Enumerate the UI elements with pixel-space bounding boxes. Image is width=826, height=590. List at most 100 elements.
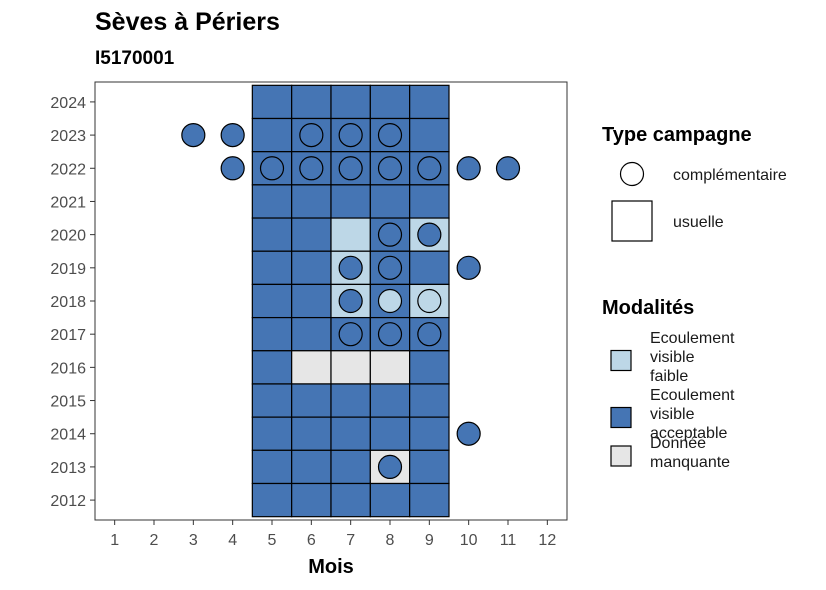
tile-2024-5 <box>251 84 293 120</box>
legend-label-faible-1: visible <box>650 349 695 366</box>
tile-2023-9 <box>409 117 450 153</box>
tile-2016-8 <box>369 350 411 385</box>
tile-2013-7 <box>330 449 371 485</box>
x-tick-label-6: 6 <box>307 532 316 549</box>
tile-2018-5 <box>251 283 293 319</box>
legend-circle-symbol <box>619 161 645 187</box>
point-2022-5 <box>259 156 285 181</box>
chart-title: Sèves à Périers <box>95 8 280 36</box>
point-2022-10 <box>456 156 481 181</box>
tile-2019-6 <box>291 250 332 286</box>
tile-2016-5 <box>251 350 293 385</box>
legend-label-manquante-0: Donnée <box>650 435 706 452</box>
y-tick-label-2020: 2020 <box>50 228 86 245</box>
tile-2012-9 <box>409 482 450 518</box>
x-tick-label-2: 2 <box>150 532 159 549</box>
legend-modality-title: Modalités <box>602 297 694 319</box>
legend-campaign-entry-complementaire: complémentaire <box>673 167 787 184</box>
tile-2013-6 <box>291 449 332 485</box>
tile-2015-9 <box>409 383 450 418</box>
point-2019-7 <box>338 255 363 280</box>
point-2019-8 <box>377 255 403 280</box>
legend-label-acceptable-0: Ecoulement <box>650 387 735 404</box>
tile-2016-6 <box>291 350 332 385</box>
tile-2015-6 <box>291 383 332 418</box>
point-2022-11 <box>495 156 521 181</box>
y-axis: 2012 2013 2014 2015 2016 2017 2018 2019 2020 2021… <box>50 95 95 510</box>
legend-label-faible-0: Ecoulement <box>650 330 735 347</box>
tile-2012-5 <box>251 482 293 518</box>
tile-2014-5 <box>251 416 293 451</box>
point-2022-7 <box>338 156 363 181</box>
point-2017-7 <box>338 322 363 347</box>
y-tick-label-2014: 2014 <box>50 427 86 444</box>
point-2020-9 <box>417 222 442 247</box>
tile-2014-8 <box>369 416 411 451</box>
legend-label-acceptable-2: acceptable <box>650 425 727 442</box>
point-2023-6 <box>299 122 324 148</box>
legend-key-manquante <box>610 445 632 467</box>
point-2014-10 <box>456 421 481 446</box>
tile-2018-6 <box>291 283 332 319</box>
y-tick-label-2016: 2016 <box>50 360 86 377</box>
tile-2014-6 <box>291 416 332 451</box>
x-tick-label-5: 5 <box>268 532 277 549</box>
point-2022-9 <box>417 156 442 181</box>
x-tick-label-11: 11 <box>500 532 517 549</box>
tiles-layer <box>251 84 450 518</box>
tile-2020-5 <box>251 217 293 252</box>
legend-label-faible-2: faible <box>650 368 688 385</box>
tile-2024-9 <box>409 84 450 120</box>
points-layer <box>181 122 521 480</box>
tile-2012-7 <box>330 482 371 518</box>
y-tick-label-2022: 2022 <box>50 161 86 178</box>
tile-2020-6 <box>291 217 332 252</box>
legend-key-faible <box>610 349 632 372</box>
tile-2021-7 <box>330 184 371 219</box>
tile-2012-8 <box>369 482 411 518</box>
y-tick-label-2018: 2018 <box>50 294 86 311</box>
tile-2021-5 <box>251 184 293 219</box>
point-2018-9 <box>417 288 442 314</box>
tile-2016-7 <box>330 350 371 385</box>
tile-2013-5 <box>251 449 293 485</box>
point-2023-8 <box>377 122 403 148</box>
tile-2019-5 <box>251 250 293 286</box>
x-tick-label-9: 9 <box>425 532 434 549</box>
point-2018-8 <box>377 288 403 314</box>
x-tick-label-12: 12 <box>538 532 556 549</box>
tile-2017-5 <box>251 316 293 352</box>
point-2017-8 <box>377 322 403 347</box>
point-2019-10 <box>456 255 481 280</box>
tile-2019-9 <box>409 250 450 286</box>
tile-2024-6 <box>291 84 332 120</box>
tile-2024-8 <box>369 84 411 120</box>
point-2022-8 <box>377 156 403 181</box>
point-2022-6 <box>299 156 324 181</box>
tile-2016-9 <box>409 350 450 385</box>
x-tick-label-3: 3 <box>189 532 198 549</box>
x-tick-label-10: 10 <box>460 532 478 549</box>
y-tick-label-2023: 2023 <box>50 128 86 145</box>
x-tick-label-4: 4 <box>228 532 237 549</box>
x-axis-title: Mois <box>308 556 354 578</box>
y-tick-label-2024: 2024 <box>50 95 86 112</box>
tile-2015-5 <box>251 383 293 418</box>
point-2018-7 <box>338 288 363 314</box>
x-tick-label-7: 7 <box>346 532 355 549</box>
legend-square-symbol <box>611 200 653 242</box>
point-2020-8 <box>377 222 403 247</box>
legend-label-acceptable-1: visible <box>650 406 695 423</box>
tile-2012-6 <box>291 482 332 518</box>
x-axis: 1 2 3 4 5 6 7 8 9 10 11 12 <box>110 520 556 549</box>
legend-campaign: Type campagne complémentaire usuelle <box>602 124 787 242</box>
legend-modality: Modalités Ecoulement visible faible Ecoulem… <box>602 297 735 471</box>
tile-2021-8 <box>369 184 411 219</box>
y-tick-label-2013: 2013 <box>50 460 86 477</box>
point-2022-4 <box>220 156 245 181</box>
tile-2013-9 <box>409 449 450 485</box>
tile-2020-7 <box>330 217 371 252</box>
y-tick-label-2012: 2012 <box>50 493 86 510</box>
y-tick-label-2019: 2019 <box>50 261 86 278</box>
